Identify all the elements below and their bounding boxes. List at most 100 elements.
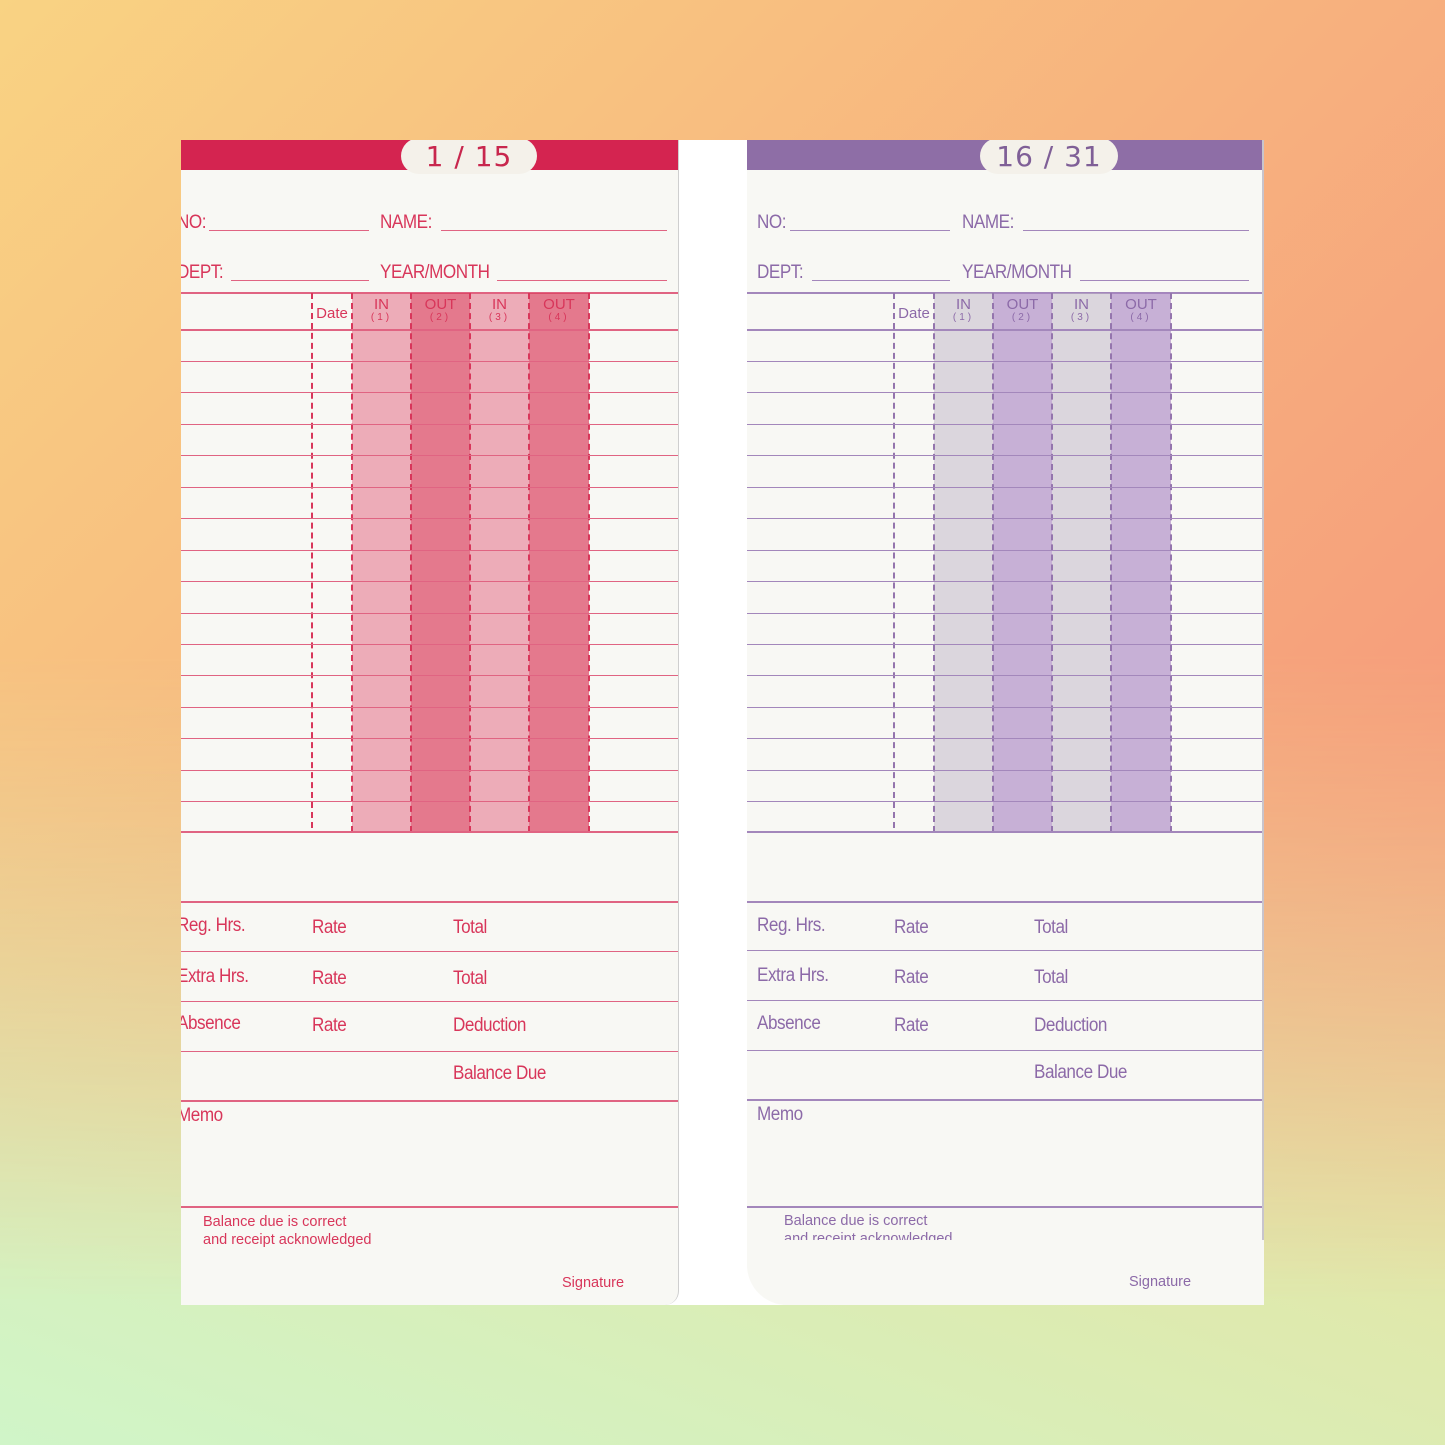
balance-due-label: Balance Due [453,1063,546,1084]
extra-hrs-label: Extra Hrs. [757,965,829,986]
column-in-3 [470,293,529,832]
header-out-2: OUT (2) [993,296,1052,324]
row-rule [181,518,678,519]
time-card-16-31: 16 / 31 NO: NAME: DEPT: YEAR/MONTH Date … [747,140,1264,1240]
row-rule [747,770,1262,771]
row-rule [181,392,678,393]
rate-label: Rate [312,1015,347,1036]
signature-label: Signature [1129,1274,1192,1290]
year-month-field[interactable] [1080,280,1249,281]
header-num: (2) [429,312,452,323]
name-field[interactable] [441,230,667,231]
column-in-1 [934,293,993,832]
grid-divider [1170,293,1172,832]
header-num: (1) [370,312,393,323]
ack-text-line1: Balance due is correct [203,1214,347,1230]
dept-label: DEPT: [757,262,804,283]
row-rule [747,644,1262,645]
grid-divider [410,293,412,832]
row-rule [181,455,678,456]
ack-text-line2: and receipt acknowledged [784,1231,953,1240]
row-rule [181,329,678,331]
column-out-4 [529,293,589,832]
row-rule [747,550,1262,551]
name-label: NAME: [962,212,1014,233]
time-card-1-15: 1 / 15 NO: NAME: DEPT: YEAR/MONTH Date I… [181,140,679,1305]
deduction-label: Deduction [453,1015,526,1036]
grid-divider [992,293,994,832]
memo-label: Memo [181,1105,223,1126]
no-field[interactable] [209,230,369,231]
ack-rule [747,1206,1262,1208]
ack-text-line2: and receipt acknowledged [203,1232,372,1248]
absence-label: Absence [181,1013,241,1034]
name-field[interactable] [1023,230,1249,231]
row-rule [181,770,678,771]
row-rule [747,675,1262,676]
card-foot [747,1240,1264,1305]
header-num: (2) [1011,312,1034,323]
grid-divider [588,293,590,832]
column-out-2 [993,293,1052,832]
ack-text-line1: Balance due is correct [784,1213,928,1229]
header-label: IN [374,296,389,313]
row-rule [747,738,1262,739]
year-month-label: YEAR/MONTH [380,262,490,283]
header-label: IN [492,296,507,313]
period-label: 1 / 15 [401,140,537,174]
header-label: OUT [543,296,575,313]
absence-label: Absence [757,1013,821,1034]
row-rule [181,581,678,582]
row-rule [181,487,678,488]
balance-due-label: Balance Due [1034,1062,1127,1083]
header-out-4: OUT (4) [1111,297,1171,324]
memo-rule [747,1099,1262,1101]
row-rule [747,581,1262,582]
no-field[interactable] [790,230,950,231]
header-num: (1) [952,312,975,323]
row-rule [181,550,678,551]
summary-rule [181,901,678,903]
header-in-3: IN (3) [1052,297,1111,324]
grid-divider [1051,293,1053,832]
reg-hrs-label: Reg. Hrs. [181,915,246,936]
header-in-1: IN (1) [934,296,993,324]
year-month-label: YEAR/MONTH [962,262,1072,283]
header-in-3: IN (3) [470,296,529,324]
summary-rule [181,951,678,952]
summary-rule [181,1051,678,1052]
row-rule [747,518,1262,519]
row-rule [747,361,1262,362]
header-num: (4) [548,312,570,323]
dept-field[interactable] [812,280,950,281]
grid-divider [528,293,530,832]
rate-label: Rate [894,917,929,938]
no-label: NO: [181,212,207,233]
time-card-sheet: 1 / 15 NO: NAME: DEPT: YEAR/MONTH Date I… [181,140,1264,1305]
header-in-1: IN (1) [352,296,411,324]
no-label: NO: [757,212,787,233]
row-rule [747,801,1262,802]
header-num: (3) [488,312,511,323]
header-label: IN [956,296,971,313]
total-label: Total [453,917,487,938]
row-rule [747,329,1262,331]
date-header: Date [898,305,930,322]
row-rule [747,707,1262,708]
header-num: (4) [1130,312,1152,323]
grid-bottom-rule [181,831,678,833]
memo-rule [181,1100,678,1102]
grid-divider [311,293,313,828]
header-label: OUT [1006,296,1039,313]
dept-field[interactable] [231,280,369,281]
ack-rule [181,1206,678,1208]
row-rule [747,455,1262,456]
header-num: (3) [1070,312,1093,323]
row-rule [747,613,1262,614]
dept-label: DEPT: [181,262,224,283]
signature-label: Signature [562,1275,625,1291]
year-month-field[interactable] [497,280,667,281]
row-rule [181,613,678,614]
total-label: Total [453,968,487,989]
column-in-1 [352,293,411,832]
